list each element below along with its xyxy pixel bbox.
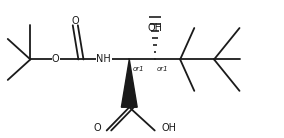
Text: O: O	[72, 16, 79, 26]
Text: or1: or1	[133, 66, 144, 72]
Text: NH: NH	[97, 54, 111, 64]
Text: O: O	[93, 123, 101, 133]
Polygon shape	[121, 59, 137, 107]
Text: OH: OH	[162, 123, 177, 133]
Text: O: O	[52, 54, 60, 64]
Text: OH: OH	[147, 22, 162, 33]
Text: or1: or1	[157, 66, 169, 72]
